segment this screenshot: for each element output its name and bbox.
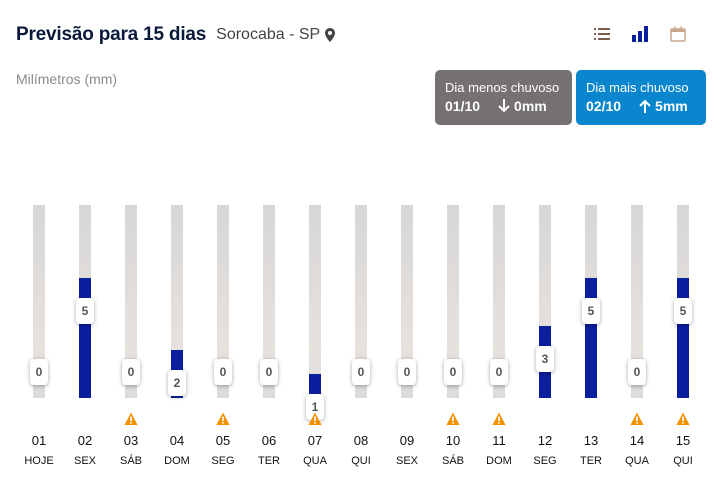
day-number: 09 <box>399 433 415 448</box>
day-number: 13 <box>583 433 599 448</box>
day-number: 01 <box>31 433 47 448</box>
bar-track[interactable] <box>217 205 229 398</box>
view-switcher <box>592 24 688 44</box>
day-number: 08 <box>353 433 369 448</box>
day-number: 11 <box>492 433 506 448</box>
list-view-icon[interactable] <box>592 24 612 44</box>
bar-track[interactable] <box>355 205 367 398</box>
day-number: 03 <box>123 433 139 448</box>
day-name: QUI <box>351 455 371 467</box>
bar-value-label: 0 <box>398 359 416 385</box>
warning-icon[interactable] <box>308 412 322 426</box>
least-rainy-title: Dia menos chuvoso <box>445 80 560 95</box>
bar-track[interactable] <box>171 205 183 398</box>
warning-icon[interactable] <box>676 412 690 426</box>
day-name: QUI <box>673 455 693 467</box>
city-name: Sorocaba - SP <box>216 26 321 43</box>
bar-track[interactable] <box>263 205 275 398</box>
bar-track[interactable] <box>401 205 413 398</box>
bar-value-label: 3 <box>536 346 554 372</box>
day-number: 07 <box>307 433 323 448</box>
day-number: 15 <box>675 433 691 448</box>
bar-value-label: 5 <box>674 298 692 324</box>
day-number: 12 <box>537 433 553 448</box>
location-pin-icon <box>325 28 336 42</box>
bar-value-label: 0 <box>490 359 508 385</box>
bar-value-label: 0 <box>214 359 232 385</box>
rain-bar[interactable] <box>79 278 91 398</box>
bar-track[interactable] <box>493 205 505 398</box>
day-name: TER <box>580 455 602 467</box>
warning-icon[interactable] <box>124 412 138 426</box>
warning-icon[interactable] <box>216 412 230 426</box>
bar-value-label: 2 <box>168 370 186 396</box>
most-rainy-date: 02/10 <box>586 98 622 114</box>
bar-chart-view-icon[interactable] <box>630 24 650 44</box>
day-number: 05 <box>215 433 231 448</box>
day-number: 14 <box>629 433 645 448</box>
bar-value-label: 0 <box>30 359 48 385</box>
bar-value-label: 5 <box>582 298 600 324</box>
arrow-down-icon <box>498 99 510 113</box>
bar-value-label: 0 <box>444 359 462 385</box>
bar-track[interactable] <box>309 205 321 398</box>
least-rainy-day-card: Dia menos chuvoso 01/10 0mm <box>435 70 572 125</box>
day-name: QUA <box>303 455 327 467</box>
day-name: SÁB <box>441 455 464 467</box>
day-number: 02 <box>77 433 93 448</box>
bar-track[interactable] <box>631 205 643 398</box>
bar-value-label: 1 <box>306 394 324 420</box>
rain-bar[interactable] <box>585 278 597 398</box>
day-name: SEX <box>395 455 418 467</box>
most-rainy-title: Dia mais chuvoso <box>586 80 689 95</box>
page-title: Previsão para 15 dias <box>16 24 207 45</box>
most-rainy-value: 5mm <box>655 98 688 114</box>
unit-label: Milímetros (mm) <box>16 71 118 87</box>
warning-icon[interactable] <box>630 412 644 426</box>
day-name: DOM <box>486 455 512 467</box>
warning-icon[interactable] <box>492 412 506 426</box>
bar-track[interactable] <box>447 205 459 398</box>
bar-value-label: 0 <box>352 359 370 385</box>
bar-value-label: 0 <box>122 359 140 385</box>
day-name: QUA <box>625 455 649 467</box>
least-rainy-date: 01/10 <box>445 98 481 114</box>
bar-track[interactable] <box>125 205 137 398</box>
most-rainy-day-card: Dia mais chuvoso 02/10 5mm <box>576 70 706 125</box>
day-name: DOM <box>164 455 190 467</box>
day-name: HOJE <box>24 455 54 467</box>
day-name: SEG <box>533 455 557 467</box>
day-name: TER <box>258 455 280 467</box>
bar-track[interactable] <box>33 205 45 398</box>
rain-bar[interactable] <box>677 278 689 398</box>
bar-value-label: 5 <box>76 298 94 324</box>
bar-value-label: 0 <box>628 359 646 385</box>
day-number: 06 <box>261 433 277 448</box>
day-number: 04 <box>169 433 185 448</box>
day-name: SÁB <box>119 455 142 467</box>
header: Previsão para 15 dias Sorocaba - SP <box>16 20 708 50</box>
rain-bar[interactable] <box>309 374 321 398</box>
least-rainy-value: 0mm <box>514 98 547 114</box>
warning-icon[interactable] <box>446 412 460 426</box>
bar-value-label: 0 <box>260 359 278 385</box>
city-selector[interactable]: Sorocaba - SP <box>216 26 336 44</box>
day-name: SEG <box>211 455 235 467</box>
day-name: SEX <box>73 455 96 467</box>
arrow-up-icon <box>639 99 651 113</box>
calendar-view-icon[interactable] <box>668 24 688 44</box>
day-number: 10 <box>445 433 461 448</box>
